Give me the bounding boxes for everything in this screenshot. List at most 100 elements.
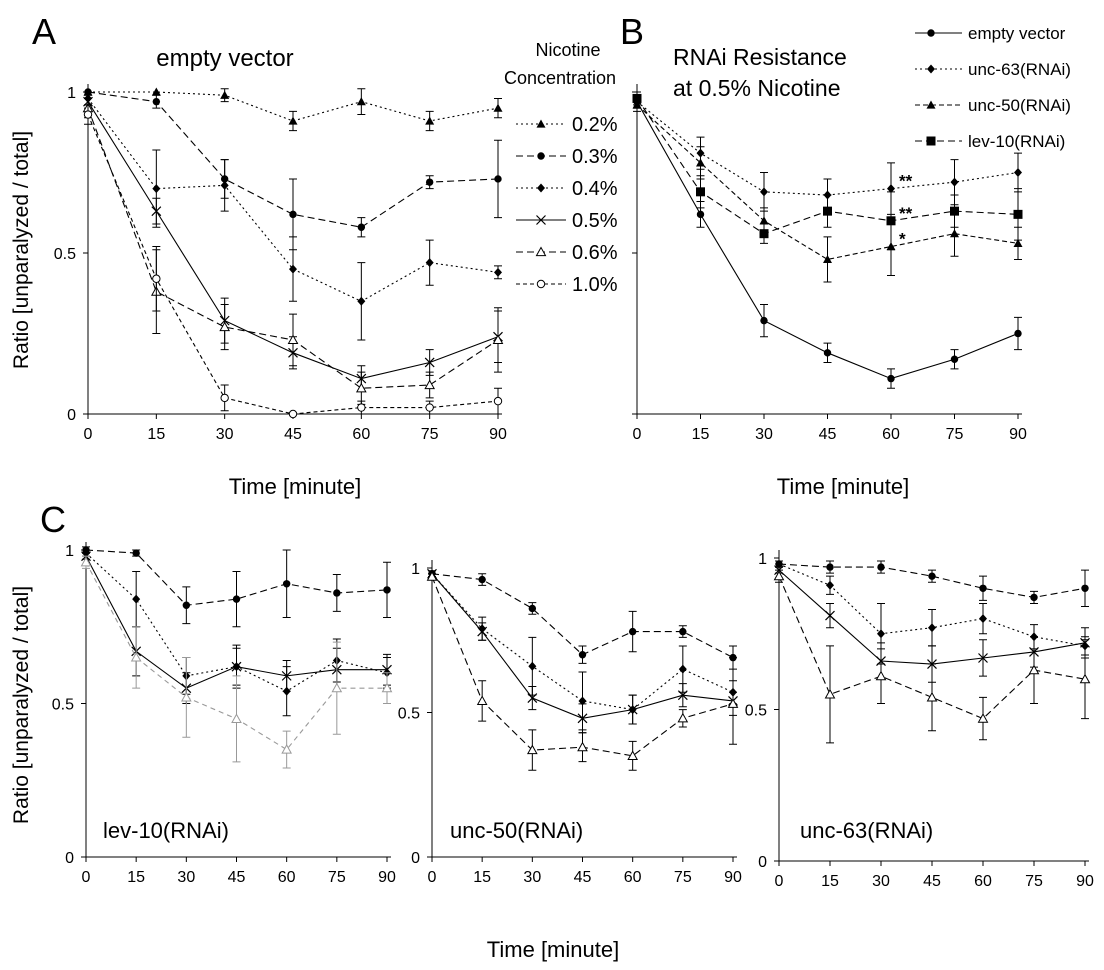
legend-entry-1-0: 1.0% — [516, 274, 618, 296]
legend-marker — [927, 29, 935, 37]
x-tick-label: 0 — [633, 426, 642, 443]
panel-label-c: C — [40, 499, 66, 540]
x-tick-label: 90 — [724, 869, 742, 886]
data-point — [426, 571, 438, 581]
data-point — [950, 229, 959, 238]
data-point — [679, 627, 687, 636]
data-point — [288, 116, 298, 125]
data-point — [632, 93, 642, 103]
x-tick-label: 45 — [574, 869, 592, 886]
data-point — [425, 403, 434, 412]
legend-label: 0.3% — [572, 146, 618, 168]
chart-panel-c-unc-63: 0 15 30 45 60 75 90 0 0.5 1 — [745, 550, 1094, 890]
x-tick-label: 60 — [624, 869, 642, 886]
data-point — [289, 264, 297, 274]
series-empty-vector — [633, 94, 1022, 389]
significance-annotation: ** — [899, 172, 913, 191]
x-tick-label: 75 — [328, 869, 346, 886]
data-point — [288, 409, 298, 419]
series-0-6 — [80, 555, 393, 769]
x-tick-label: 45 — [923, 873, 941, 890]
x-tick-label: 0 — [82, 869, 91, 886]
xlabel-c: Time [minute] — [487, 937, 619, 962]
data-point — [1030, 593, 1038, 602]
legend-entry-lev-10-rnai: lev-10(RNAi) — [915, 132, 1065, 151]
data-point — [1079, 673, 1091, 684]
panel-label-a: A — [32, 11, 56, 52]
data-point — [132, 594, 141, 604]
data-point — [823, 254, 832, 264]
y-tick-label: 0.5 — [52, 697, 74, 714]
xlabel-b: Time [minute] — [777, 474, 909, 499]
legend-marker — [535, 246, 547, 257]
data-point — [1014, 329, 1022, 338]
x-tick-label: 75 — [946, 426, 964, 443]
data-point — [950, 206, 959, 216]
ylabel-bottom: Ratio [unparalyzed / total] — [10, 586, 33, 824]
x-tick-label: 15 — [147, 426, 165, 443]
data-point — [130, 651, 142, 662]
legend-entry-unc-50-rnai: unc-50(RNAi) — [915, 96, 1071, 115]
significance-annotation: * — [899, 230, 906, 249]
data-point — [823, 206, 832, 216]
x-tick-label: 90 — [1076, 873, 1094, 890]
x-tick-label: 90 — [378, 869, 396, 886]
data-point — [677, 712, 689, 723]
x-tick-label: 60 — [278, 869, 296, 886]
data-point — [1013, 238, 1023, 247]
data-point — [577, 713, 588, 724]
data-point — [823, 349, 832, 357]
data-point — [627, 704, 638, 715]
y-tick-label: 0.5 — [398, 706, 420, 723]
chart-panel-c-unc-50: 0 15 30 45 60 75 90 0 0.5 1 — [398, 560, 742, 886]
data-point — [977, 713, 989, 723]
y-tick-label: 1 — [411, 561, 420, 578]
y-tick-label: 0 — [758, 854, 767, 871]
title-c2: unc-50(RNAi) — [450, 818, 583, 843]
data-point — [357, 296, 366, 306]
data-point — [877, 629, 885, 639]
x-tick-label: 0 — [775, 873, 784, 890]
legend-entry-0-2: 0.2% — [516, 114, 618, 136]
data-point — [928, 623, 936, 633]
data-point — [887, 374, 895, 383]
data-point — [759, 216, 769, 225]
data-point — [331, 682, 343, 693]
x-tick-label: 75 — [1025, 873, 1043, 890]
data-point — [696, 158, 705, 167]
data-point — [381, 682, 393, 693]
legend-marker — [536, 119, 546, 128]
data-point — [578, 651, 587, 659]
chart-panel-a: 0 15 30 45 60 75 90 0 0.5 1 — [54, 84, 507, 443]
x-tick-label: 75 — [421, 426, 439, 443]
series-0-6 — [426, 571, 739, 771]
legend-entry-0-3: 0.3% — [516, 146, 618, 168]
legend-marker — [536, 279, 546, 289]
legend-label: 0.4% — [572, 178, 618, 200]
x-tick-label: 60 — [352, 426, 370, 443]
y-tick-label: 1 — [65, 543, 74, 560]
legend-label: 1.0% — [572, 274, 618, 296]
data-point — [926, 691, 938, 702]
data-point — [281, 670, 292, 681]
data-point — [696, 187, 705, 197]
data-point — [494, 267, 502, 277]
legend-label: unc-63(RNAi) — [968, 60, 1071, 79]
legend-label: 0.2% — [572, 114, 618, 136]
y-tick-label: 0.5 — [54, 246, 76, 263]
data-point — [528, 661, 537, 671]
series-line-0-3 — [431, 573, 734, 659]
data-point — [493, 396, 503, 406]
legend-label: 0.6% — [572, 242, 618, 264]
x-tick-label: 45 — [228, 869, 246, 886]
y-tick-label: 1 — [758, 551, 767, 568]
series-0-6 — [82, 97, 504, 405]
title-b-line2: at 0.5% Nicotine — [673, 75, 840, 101]
data-point — [1013, 209, 1023, 219]
data-point — [151, 206, 162, 217]
title-b-line1: RNAi Resistance — [673, 44, 847, 70]
panel-label-b: B — [620, 11, 644, 52]
legend-entry-0-4: 0.4% — [516, 178, 618, 200]
series-0-3 — [82, 546, 391, 628]
